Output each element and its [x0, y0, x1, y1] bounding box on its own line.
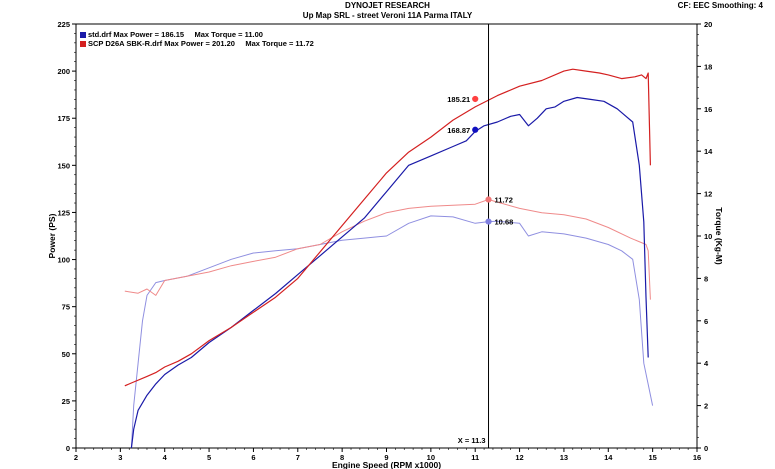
y-tick-label: 25	[62, 397, 70, 406]
y2-tick-label: 18	[704, 62, 712, 71]
annotation-label: 168.87	[447, 126, 470, 135]
annotation-marker	[472, 95, 479, 103]
annotation-label: 185.21	[447, 95, 470, 104]
annotation-label: 10.68	[495, 218, 514, 227]
chart-title: DYNOJET RESEARCH	[345, 1, 430, 10]
y-tick-label: 200	[57, 67, 70, 76]
y2-tick-label: 14	[704, 147, 713, 156]
y-axis-label: Power (PS)	[47, 213, 57, 258]
y2-tick-label: 0	[704, 444, 708, 453]
y2-tick-label: 16	[704, 105, 712, 114]
y-tick-label: 225	[57, 20, 70, 29]
x-tick-label: 2	[74, 453, 78, 462]
x-tick-label: 10	[427, 453, 435, 462]
x-tick-label: 6	[251, 453, 255, 462]
x-tick-label: 13	[560, 453, 568, 462]
annotation-marker	[472, 126, 479, 133]
annotation-marker	[485, 218, 492, 225]
y-tick-label: 0	[66, 444, 70, 453]
y2-tick-label: 20	[704, 20, 712, 29]
x-tick-label: 12	[515, 453, 523, 462]
scp-torque-line	[124, 199, 651, 300]
y2-axis-label: Torque (Kg-M)	[714, 207, 724, 265]
correction-info: CF: EEC Smoothing: 4	[677, 1, 763, 10]
legend-label-std: std.drf Max Power = 186.15 Max Torque = …	[88, 30, 263, 39]
x-tick-label: 11	[471, 453, 479, 462]
x-tick-label: 9	[384, 453, 388, 462]
cursor-label: X = 11.3	[458, 436, 486, 445]
y2-tick-label: 10	[704, 232, 712, 241]
x-tick-label: 5	[207, 453, 211, 462]
annotation-label: 11.72	[495, 196, 513, 205]
y2-tick-label: 6	[704, 317, 708, 326]
legend-label-scp: SCP D26A SBK-R.drf Max Power = 201.20 Ma…	[88, 39, 314, 48]
std-torque-line	[130, 215, 654, 449]
chart-subtitle: Up Map SRL - street Veroni 11A Parma ITA…	[302, 11, 473, 20]
y-tick-label: 75	[62, 303, 70, 312]
y2-tick-label: 4	[704, 359, 709, 368]
legend-entry-scp: SCP D26A SBK-R.drf Max Power = 201.20 Ma…	[80, 39, 314, 48]
y-tick-label: 50	[62, 350, 70, 359]
y2-tick-label: 12	[704, 190, 712, 199]
y-tick-label: 150	[57, 161, 70, 170]
x-tick-label: 16	[693, 453, 701, 462]
x-tick-label: 7	[296, 453, 300, 462]
x-tick-label: 8	[340, 453, 344, 462]
x-tick-label: 4	[163, 453, 168, 462]
x-tick-label: 15	[648, 453, 656, 462]
y2-tick-label: 8	[704, 274, 708, 283]
x-tick-label: 14	[604, 453, 613, 462]
y-tick-label: 125	[57, 208, 70, 217]
legend-entry-std: std.drf Max Power = 186.15 Max Torque = …	[80, 30, 263, 39]
y-tick-label: 100	[57, 256, 70, 265]
legend-swatch-std	[80, 31, 86, 38]
x-axis-label: Engine Speed (RPM x1000)	[332, 460, 441, 469]
scp-power-line	[124, 68, 651, 387]
y-tick-label: 175	[57, 114, 70, 123]
y2-tick-label: 2	[704, 402, 708, 411]
x-tick-label: 3	[118, 453, 122, 462]
annotation-marker	[485, 196, 492, 203]
std-power-line	[130, 96, 649, 449]
legend-swatch-scp	[80, 40, 86, 47]
